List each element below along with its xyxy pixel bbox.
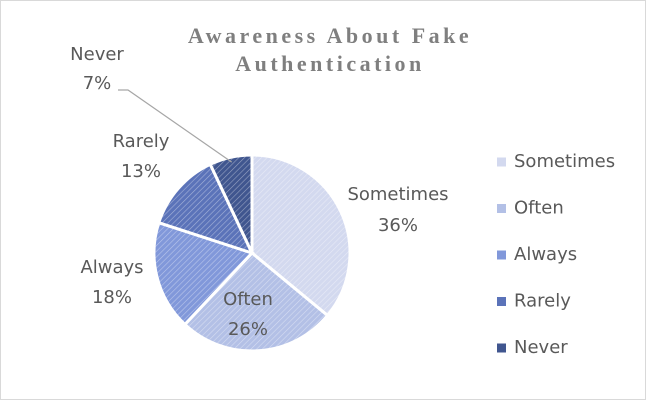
- slice-category-label: Never: [70, 44, 124, 65]
- legend-swatch: [497, 343, 506, 353]
- legend-label: Always: [514, 244, 577, 265]
- slice-category-label: Always: [80, 257, 143, 278]
- pie-slice: [250, 153, 352, 318]
- slice-value-label: 26%: [228, 319, 268, 340]
- slice-category-label: Rarely: [113, 131, 170, 152]
- pie-slice: [208, 153, 254, 254]
- legend-swatch: [497, 157, 506, 167]
- legend-swatch: [497, 250, 506, 260]
- pie-slice: [152, 220, 255, 327]
- pie-slice: [156, 162, 255, 256]
- slice-value-label: 13%: [121, 161, 161, 182]
- leader-line: [118, 89, 233, 163]
- slice-value-label: 18%: [92, 287, 132, 308]
- slice-category-label: Sometimes: [347, 184, 448, 205]
- pie-slice: [182, 250, 330, 353]
- legend-swatch: [497, 297, 506, 306]
- slice-value-label: 7%: [83, 73, 112, 94]
- legend-label: Sometimes: [514, 151, 615, 172]
- slice-value-label: 36%: [378, 215, 418, 236]
- slice-category-label: Often: [223, 289, 273, 310]
- legend-label: Never: [514, 337, 568, 358]
- legend-label: Often: [514, 198, 564, 219]
- chart-title: Awareness About Fake Authentication: [187, 23, 473, 76]
- legend-label: Rarely: [514, 291, 571, 312]
- legend-swatch: [497, 204, 506, 213]
